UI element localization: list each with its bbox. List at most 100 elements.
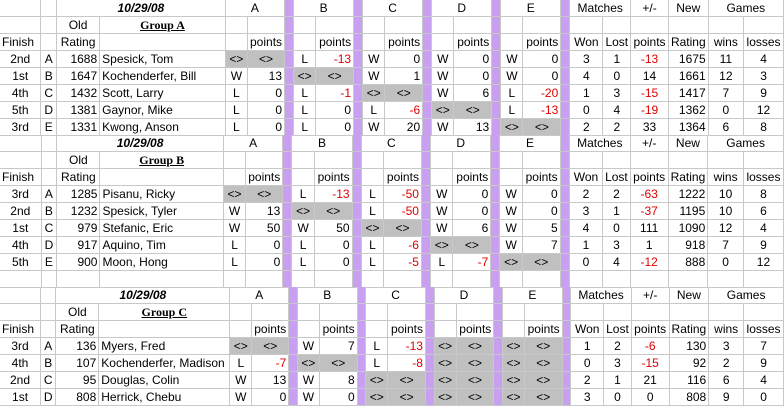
cell[interactable] bbox=[707, 151, 744, 169]
new-rating-cell[interactable]: 1195 bbox=[668, 202, 709, 220]
cell[interactable] bbox=[251, 303, 290, 321]
cell[interactable] bbox=[430, 151, 454, 169]
result-cell[interactable]: <> bbox=[500, 118, 524, 136]
cell[interactable] bbox=[668, 151, 709, 169]
result-cell[interactable]: <> bbox=[502, 388, 525, 406]
points-header[interactable]: points bbox=[314, 168, 353, 186]
old-rating-cell[interactable]: 1331 bbox=[56, 118, 101, 136]
result-cell[interactable]: L bbox=[291, 253, 315, 271]
lost-cell[interactable]: 3 bbox=[602, 84, 632, 102]
cell[interactable] bbox=[223, 151, 247, 169]
result-cell[interactable]: <> bbox=[502, 371, 525, 389]
points-cell[interactable]: <> bbox=[384, 84, 424, 102]
cell[interactable] bbox=[569, 151, 604, 169]
col-header-b[interactable]: B bbox=[293, 0, 355, 17]
result-cell[interactable]: L bbox=[225, 84, 249, 102]
points-cell[interactable]: 6 bbox=[452, 219, 492, 237]
seed-letter-cell[interactable]: A bbox=[40, 50, 57, 68]
seed-letter-cell[interactable]: B bbox=[41, 202, 58, 220]
new-rating-cell[interactable]: 808 bbox=[669, 388, 710, 406]
new-rating-cell[interactable]: 1417 bbox=[668, 84, 709, 102]
cell[interactable] bbox=[631, 303, 670, 321]
cell[interactable] bbox=[245, 270, 284, 288]
cell[interactable] bbox=[434, 303, 457, 321]
result-cell[interactable]: L bbox=[361, 185, 385, 203]
wins-cell[interactable]: 7 bbox=[708, 84, 745, 102]
points-cell[interactable]: 0 bbox=[522, 50, 562, 68]
cell[interactable] bbox=[225, 33, 249, 51]
player-name-cell[interactable]: Kochenderfer, Madison bbox=[98, 354, 231, 372]
col-header-c[interactable]: C bbox=[365, 287, 426, 304]
points-cell[interactable]: -1 bbox=[315, 84, 355, 102]
result-cell[interactable]: L bbox=[293, 101, 317, 119]
points-cell[interactable]: 0 bbox=[315, 118, 355, 136]
points-cell[interactable]: <> bbox=[387, 371, 426, 389]
won-header[interactable]: Won bbox=[569, 168, 604, 186]
won-cell[interactable]: 0 bbox=[569, 101, 604, 119]
cell[interactable] bbox=[297, 303, 320, 321]
result-cell[interactable]: W bbox=[225, 67, 249, 85]
cell[interactable] bbox=[56, 270, 101, 288]
points-cell[interactable]: 0 bbox=[522, 185, 561, 203]
old-rating-cell[interactable]: 1381 bbox=[56, 101, 101, 119]
lost-cell[interactable]: 0 bbox=[603, 388, 632, 406]
result-cell[interactable]: <> bbox=[361, 219, 385, 237]
points-cell[interactable]: 0 bbox=[315, 101, 355, 119]
plusminus-cell[interactable]: 21 bbox=[631, 371, 670, 389]
cell[interactable] bbox=[0, 16, 42, 34]
player-name-cell[interactable]: Douglas, Colin bbox=[98, 371, 231, 389]
losses-cell[interactable]: 9 bbox=[743, 84, 784, 102]
pm-points-header[interactable]: points bbox=[631, 320, 670, 338]
col-header-e[interactable]: E bbox=[499, 135, 561, 152]
seed-letter-cell[interactable]: D bbox=[41, 236, 58, 254]
losses-cell[interactable]: 3 bbox=[743, 67, 784, 85]
old-rating-cell[interactable]: 1232 bbox=[56, 202, 101, 220]
points-cell[interactable]: <> bbox=[319, 354, 358, 372]
plusminus-header[interactable]: +/- bbox=[631, 287, 670, 304]
finish-cell[interactable]: 1st bbox=[0, 67, 42, 85]
points-cell[interactable]: <> bbox=[456, 371, 495, 389]
points-cell[interactable]: <> bbox=[456, 388, 495, 406]
new-rating-cell[interactable]: 1222 bbox=[668, 185, 709, 203]
seed-letter-cell[interactable]: C bbox=[40, 84, 57, 102]
cell[interactable] bbox=[707, 270, 744, 288]
player-name-cell[interactable]: Myers, Fred bbox=[98, 337, 231, 355]
player-name-cell[interactable]: Spesick, Tom bbox=[99, 50, 226, 68]
col-header-d[interactable]: D bbox=[431, 0, 493, 17]
cell[interactable] bbox=[314, 151, 353, 169]
cell[interactable] bbox=[365, 320, 389, 338]
finish-cell[interactable]: 3rd bbox=[0, 185, 42, 203]
points-header[interactable]: points bbox=[456, 320, 495, 338]
old-header[interactable]: Old bbox=[56, 16, 101, 34]
col-header-a[interactable]: A bbox=[225, 0, 286, 17]
result-cell[interactable]: <> bbox=[434, 371, 457, 389]
wins-cell[interactable]: 10 bbox=[707, 185, 744, 203]
points-cell[interactable]: 0 bbox=[384, 50, 424, 68]
losses-cell[interactable]: 4 bbox=[743, 50, 784, 68]
points-cell[interactable]: <> bbox=[387, 388, 426, 406]
losses-cell[interactable]: 4 bbox=[743, 219, 784, 237]
points-cell[interactable]: <> bbox=[251, 337, 290, 355]
points-cell[interactable]: 50 bbox=[314, 219, 353, 237]
won-cell[interactable]: 1 bbox=[569, 236, 604, 254]
cell[interactable] bbox=[431, 33, 455, 51]
result-cell[interactable]: L bbox=[430, 253, 454, 271]
new-rating-cell[interactable]: 918 bbox=[668, 236, 709, 254]
new-rating-cell[interactable]: 888 bbox=[668, 253, 709, 271]
col-header-b[interactable]: B bbox=[297, 287, 358, 304]
points-header[interactable]: points bbox=[453, 33, 493, 51]
points-cell[interactable]: -13 bbox=[314, 185, 353, 203]
points-cell[interactable]: 0 bbox=[247, 84, 286, 102]
col-header-b[interactable]: B bbox=[291, 135, 353, 152]
col-header-e[interactable]: E bbox=[502, 287, 563, 304]
seed-letter-cell[interactable]: C bbox=[40, 371, 57, 389]
player-name-cell[interactable]: Kwong, Anson bbox=[99, 118, 226, 136]
cell[interactable] bbox=[98, 320, 231, 338]
wins-cell[interactable]: 0 bbox=[707, 253, 744, 271]
losses-header[interactable]: losses bbox=[743, 168, 784, 186]
seed-letter-cell[interactable]: C bbox=[41, 219, 58, 237]
result-cell[interactable]: <> bbox=[225, 50, 249, 68]
points-cell[interactable]: <> bbox=[247, 50, 286, 68]
points-cell[interactable]: 13 bbox=[453, 118, 493, 136]
